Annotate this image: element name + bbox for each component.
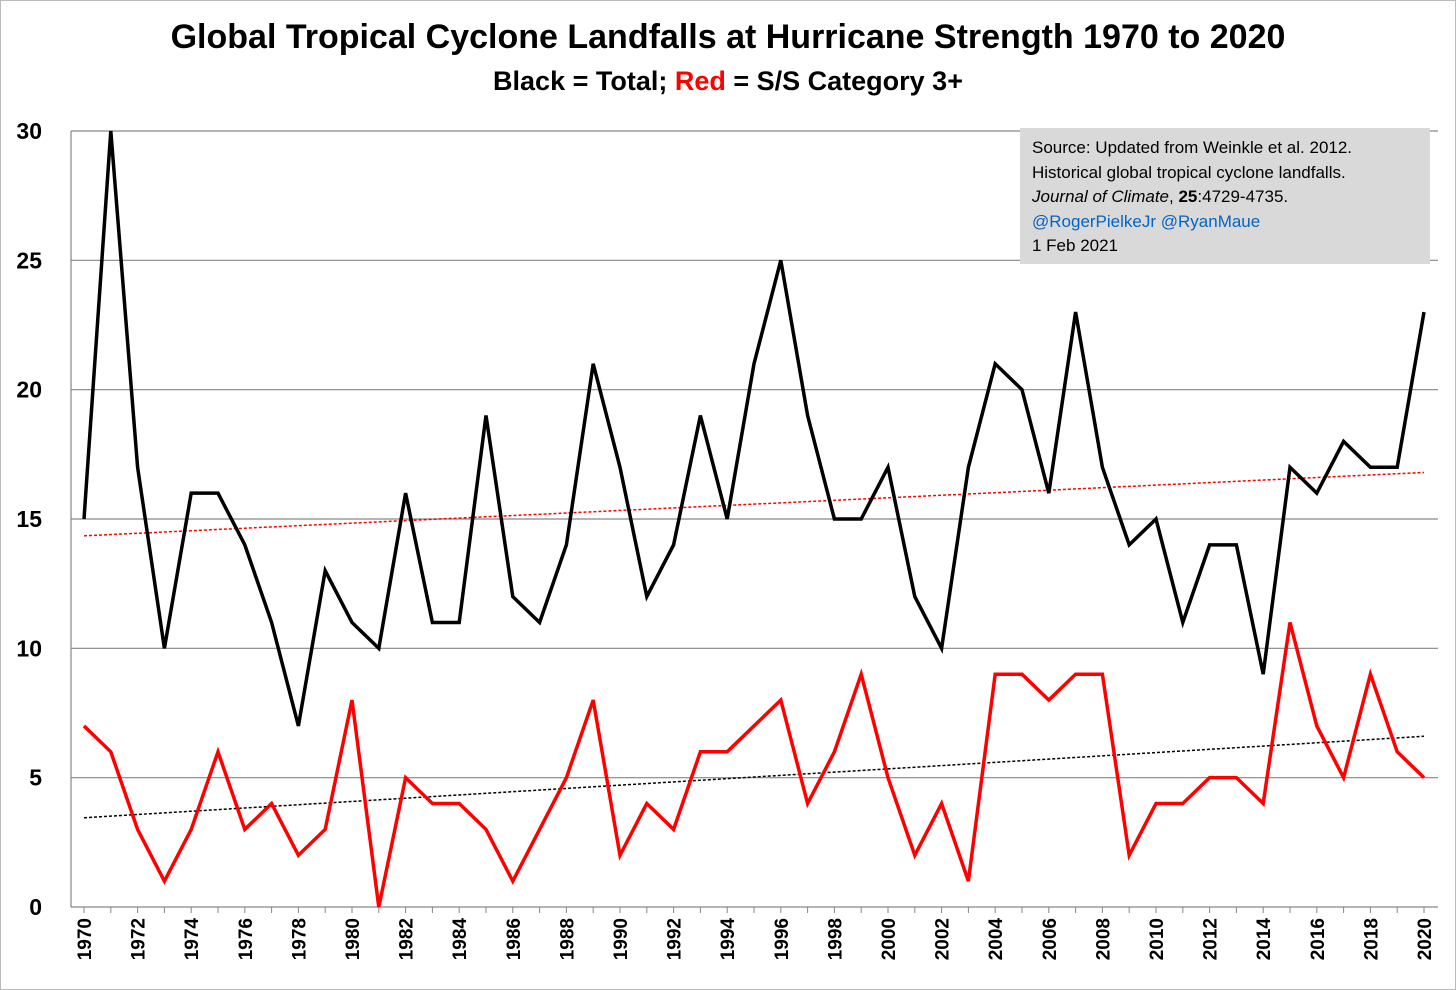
source-annotation: Source: Updated from Weinkle et al. 2012… bbox=[1020, 128, 1430, 264]
note-line1: Source: Updated from Weinkle et al. 2012… bbox=[1032, 138, 1353, 157]
x-tick-label: 2008 bbox=[1093, 918, 1114, 960]
x-tick-label: 2006 bbox=[1040, 918, 1061, 960]
subtitle-rest: = S/S Category 3+ bbox=[725, 66, 963, 96]
x-tick-label: 2016 bbox=[1308, 918, 1329, 960]
x-tick-label: 1996 bbox=[772, 918, 793, 960]
x-tick-label: 2018 bbox=[1361, 918, 1382, 960]
note-sep: , bbox=[1169, 187, 1179, 206]
x-tick-label: 2014 bbox=[1254, 918, 1275, 961]
note-pages: :4729-4735. bbox=[1197, 187, 1289, 206]
subtitle-red: Red bbox=[674, 66, 726, 96]
x-tick-label: 2010 bbox=[1147, 918, 1168, 960]
x-tick-label: 1992 bbox=[665, 918, 686, 960]
note-volume: 25 bbox=[1178, 187, 1198, 206]
trendline-s-s-category-3- bbox=[83, 735, 1425, 819]
x-tick-label: 1980 bbox=[343, 918, 364, 960]
x-tick-label: 2002 bbox=[933, 918, 954, 960]
y-tick-label: 20 bbox=[16, 377, 42, 403]
trendline-total bbox=[83, 471, 1425, 537]
series-line-s-s-category-3- bbox=[82, 622, 1426, 908]
subtitle-black: Black = Total; bbox=[493, 66, 675, 96]
x-tick-label: 1998 bbox=[825, 918, 846, 960]
y-tick-label: 5 bbox=[29, 765, 42, 791]
y-tick-label: 30 bbox=[16, 118, 42, 144]
note-line2: Historical global tropical cyclone landf… bbox=[1032, 162, 1346, 182]
x-tick-label: 1974 bbox=[182, 918, 203, 961]
x-tick-label: 2004 bbox=[986, 918, 1007, 961]
x-tick-label: 1970 bbox=[75, 918, 96, 960]
chart-subtitle: Black = Total; Red = S/S Category 3+ bbox=[0, 66, 1456, 97]
note-date: 1 Feb 2021 bbox=[1032, 236, 1119, 255]
y-tick-label: 10 bbox=[16, 635, 42, 661]
x-tick-label: 1990 bbox=[611, 918, 632, 960]
x-tick-label: 1984 bbox=[450, 918, 471, 961]
x-tick-label: 1978 bbox=[289, 918, 310, 960]
y-tick-label: 15 bbox=[16, 506, 42, 532]
x-tick-label: 1972 bbox=[129, 918, 150, 960]
y-tick-label: 25 bbox=[16, 247, 42, 273]
x-tick-label: 1994 bbox=[718, 918, 739, 961]
x-tick-label: 2020 bbox=[1415, 918, 1436, 960]
x-tick-label: 2000 bbox=[879, 918, 900, 960]
x-tick-label: 1976 bbox=[236, 918, 257, 960]
note-journal: Journal of Climate bbox=[1032, 187, 1170, 206]
x-tick-label: 1988 bbox=[557, 918, 578, 960]
x-tick-label: 2012 bbox=[1201, 918, 1222, 960]
y-tick-label: 0 bbox=[29, 894, 42, 920]
x-tick-label: 1986 bbox=[504, 918, 525, 960]
note-line3: Journal of Climate, 25:4729-4735. bbox=[1032, 185, 1418, 210]
chart-title: Global Tropical Cyclone Landfalls at Hur… bbox=[170, 18, 1286, 56]
note-handles[interactable]: @RogerPielkeJr @RyanMaue bbox=[1032, 211, 1261, 231]
x-tick-label: 1982 bbox=[397, 918, 418, 960]
